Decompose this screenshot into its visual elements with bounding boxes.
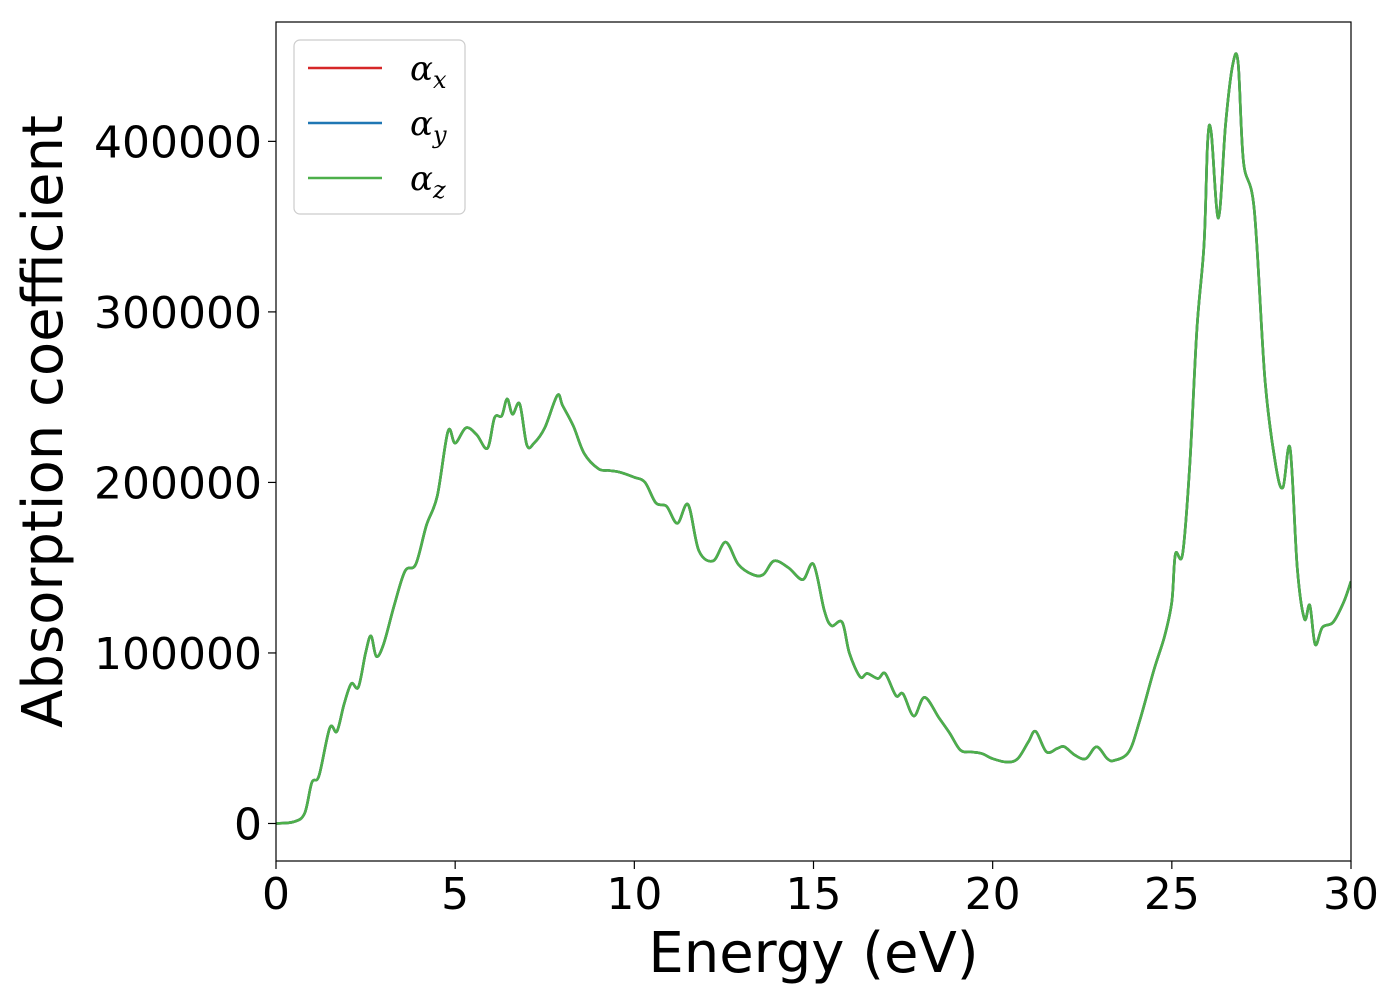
- y-tick-label: 300000: [94, 288, 262, 339]
- y-tick-label: 200000: [94, 458, 262, 509]
- legend-entry-alpha-x: αx: [410, 49, 447, 94]
- legend-box: [293, 39, 466, 215]
- x-tick-label: 15: [786, 869, 842, 920]
- legend-entry-alpha-y: αy: [410, 104, 447, 149]
- series-line-alpha-z: [276, 52, 1351, 825]
- y-axis-ticks: 0 100000 200000 300000 400000: [94, 117, 276, 850]
- x-tick-label: 30: [1323, 869, 1379, 920]
- x-axis-label: Energy (eV): [648, 921, 978, 986]
- x-axis-ticks: 0 5 10 15 20 25 30: [262, 861, 1379, 920]
- y-tick-label: 0: [234, 799, 262, 850]
- series-layer: [276, 52, 1351, 825]
- x-tick-label: 10: [606, 869, 662, 920]
- x-tick-label: 0: [262, 869, 290, 920]
- y-tick-label: 100000: [94, 629, 262, 680]
- x-tick-label: 25: [1144, 869, 1200, 920]
- y-tick-label: 400000: [94, 117, 262, 168]
- x-tick-label: 20: [965, 869, 1021, 920]
- x-tick-label: 5: [441, 869, 469, 920]
- y-axis-label: Absorption coefficient: [11, 115, 76, 728]
